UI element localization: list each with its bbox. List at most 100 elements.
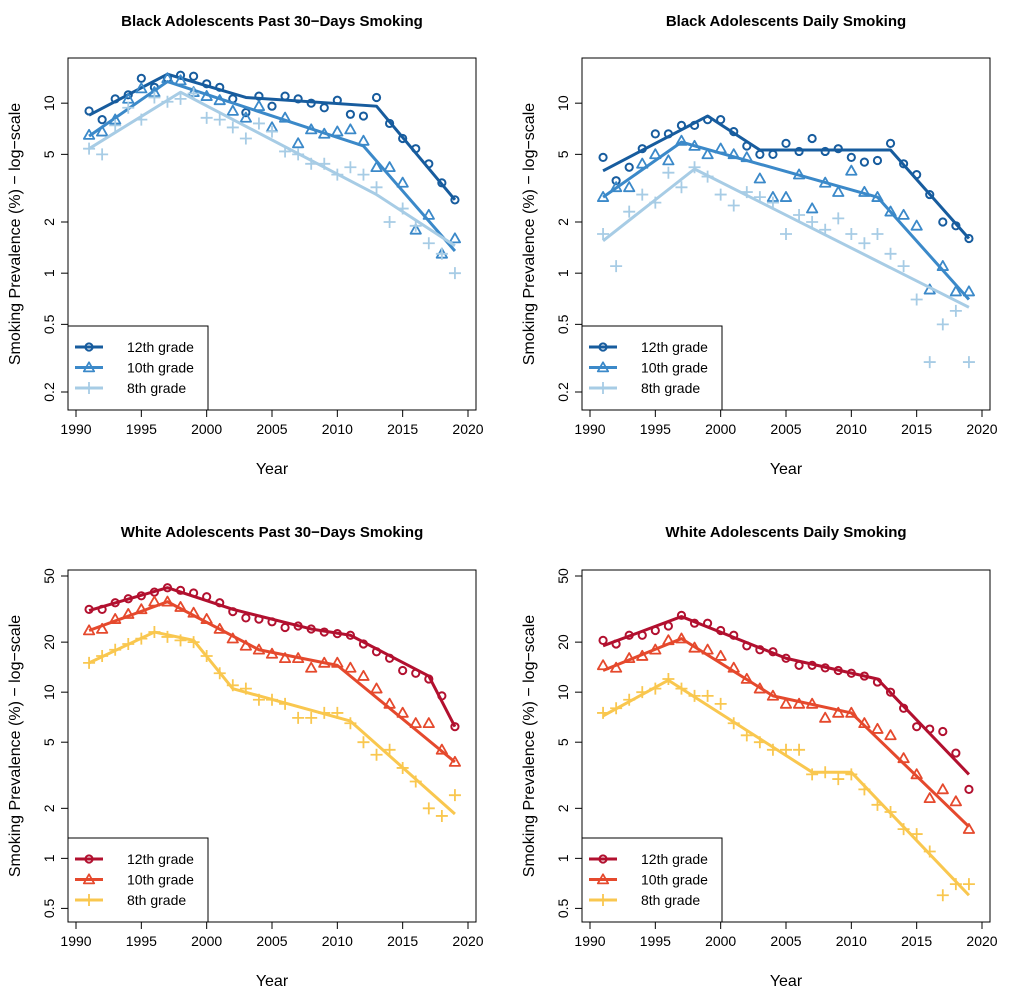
data-point — [714, 188, 727, 201]
data-point — [398, 665, 408, 676]
series-10th-grade — [596, 632, 976, 834]
data-point — [714, 142, 727, 154]
data-point — [794, 146, 804, 157]
data-point — [448, 789, 461, 802]
data-point — [884, 806, 897, 819]
y-tick-label: 0.2 — [41, 382, 57, 402]
y-tick-label: 5 — [41, 150, 57, 158]
x-tick-label: 2010 — [322, 421, 353, 437]
data-point — [82, 128, 96, 140]
data-point — [701, 148, 714, 160]
x-tick-label: 2000 — [705, 933, 736, 949]
data-point — [226, 632, 239, 644]
data-point — [110, 598, 120, 608]
data-point — [123, 90, 133, 100]
data-point — [215, 82, 225, 92]
data-point — [239, 132, 252, 145]
x-tick-label: 2005 — [256, 933, 287, 949]
data-point — [845, 706, 858, 718]
chart-title: White Adolescents Past 30−Days Smoking — [121, 524, 423, 541]
data-point — [241, 613, 251, 623]
data-point — [884, 729, 897, 741]
data-point — [925, 189, 935, 200]
data-point — [820, 663, 830, 673]
data-point — [174, 634, 187, 647]
x-tick-label: 2015 — [901, 421, 932, 437]
data-point — [148, 595, 161, 607]
data-point — [278, 111, 292, 123]
legend: 12th grade 10th grade 8th grade — [67, 325, 209, 411]
series-10th-grade — [82, 595, 462, 767]
data-point — [370, 181, 383, 194]
y-tick-label: 0.5 — [555, 898, 571, 918]
y-axis-label: Smoking Prevalence (%) − log−scale — [7, 103, 24, 365]
legend-marker — [84, 342, 94, 352]
legend-label: 8th grade — [127, 892, 186, 908]
legend: 12th grade 10th grade 8th grade — [581, 325, 723, 411]
y-tick-label: 50 — [41, 568, 57, 584]
data-point — [701, 689, 714, 702]
data-point — [820, 146, 830, 157]
legend-marker — [596, 873, 610, 885]
data-point — [636, 157, 649, 169]
data-point — [949, 795, 962, 807]
data-point — [729, 630, 739, 640]
data-point — [938, 726, 948, 737]
data-point — [448, 267, 461, 280]
data-point — [396, 202, 409, 215]
x-tick-label: 2005 — [770, 933, 801, 949]
data-point — [753, 682, 766, 694]
data-point — [279, 145, 292, 158]
data-point — [701, 170, 714, 183]
data-point — [742, 141, 752, 151]
data-point — [949, 285, 962, 297]
fitted-trend-line — [88, 72, 457, 201]
data-point — [252, 693, 265, 706]
data-point — [962, 822, 976, 834]
data-point — [123, 594, 133, 604]
data-point — [409, 219, 422, 232]
data-point — [755, 149, 765, 159]
chart-panel-1: Black Adolescents Past 30−Days Smoking 19… — [7, 13, 484, 478]
data-point — [727, 717, 740, 730]
data-point — [148, 626, 161, 639]
data-point — [345, 630, 355, 640]
data-point — [832, 212, 845, 225]
data-point — [962, 356, 975, 369]
data-point — [96, 148, 109, 161]
data-point — [148, 91, 161, 104]
data-point — [936, 889, 949, 902]
data-point — [357, 168, 370, 181]
legend-label: 10th grade — [641, 872, 708, 888]
series-8th-grade — [597, 673, 975, 902]
data-point — [623, 205, 636, 218]
legend-marker — [83, 894, 95, 906]
data-point — [871, 191, 884, 202]
data-point — [435, 809, 448, 822]
data-point — [899, 159, 909, 169]
data-point — [409, 717, 422, 729]
data-point — [832, 185, 845, 197]
legend-marker — [596, 361, 610, 373]
data-point — [189, 588, 199, 598]
data-point — [254, 91, 264, 101]
fitted-trend-line — [602, 637, 970, 828]
data-point — [292, 652, 305, 664]
data-point — [792, 168, 806, 180]
data-point — [202, 592, 212, 602]
legend-label: 10th grade — [641, 360, 708, 376]
data-point — [357, 736, 370, 749]
data-point — [663, 129, 674, 139]
data-point — [385, 653, 395, 663]
fitted-trend-line — [602, 140, 971, 301]
data-point — [689, 120, 700, 131]
data-point — [662, 634, 675, 646]
data-point — [370, 682, 383, 694]
data-point — [344, 161, 357, 174]
y-tick-label: 1 — [41, 269, 57, 277]
data-point — [598, 635, 608, 645]
data-point — [318, 656, 331, 668]
data-point — [331, 656, 344, 668]
data-point — [636, 686, 649, 699]
